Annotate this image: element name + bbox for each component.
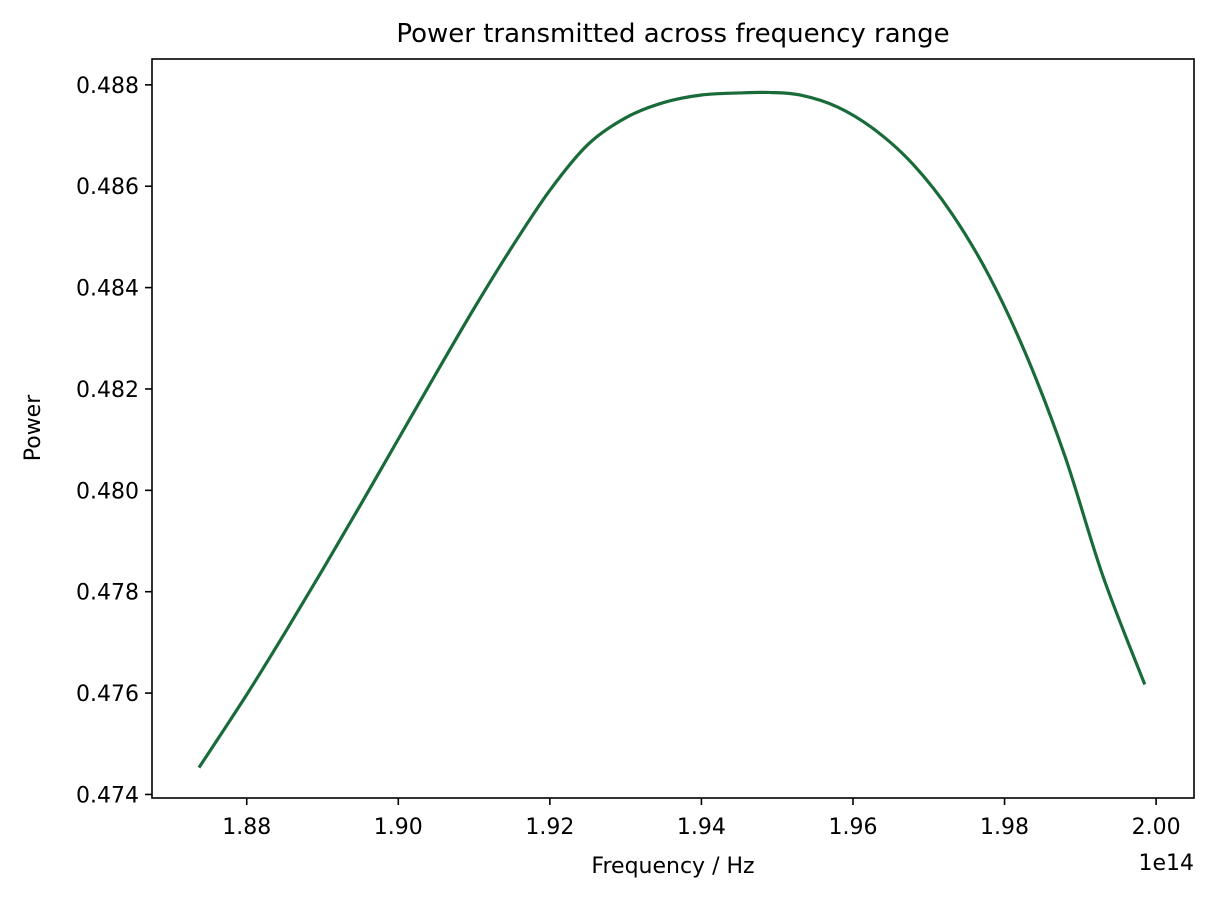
y-tick-label: 0.482	[76, 378, 139, 403]
y-tick-label: 0.488	[76, 74, 139, 99]
series-layer	[197, 90, 1147, 769]
x-tick-label: 1.96	[828, 815, 877, 840]
chart-title: Power transmitted across frequency range	[396, 19, 949, 49]
x-tick-label: 1.90	[374, 815, 423, 840]
series-line-0	[197, 90, 1147, 769]
y-axis-title: Power	[21, 394, 46, 461]
y-tick-label: 0.486	[76, 175, 139, 200]
x-tick-label: 1.92	[525, 815, 574, 840]
y-tick-label: 0.484	[76, 277, 139, 302]
y-tick-label: 0.476	[76, 682, 139, 707]
ticks-layer: 1.88 1.90 1.92 1.94 1.96 1.98 2.00 0.474 0.476 0.…	[76, 74, 1181, 840]
y-tick-label: 0.480	[76, 479, 139, 504]
x-tick-label: 2.00	[1132, 815, 1181, 840]
y-tick-label: 0.474	[76, 783, 139, 808]
y-tick-label: 0.478	[76, 581, 139, 606]
x-tick-label: 1.88	[222, 815, 271, 840]
x-axis-title: Frequency / Hz	[591, 854, 754, 879]
x-tick-label: 1.98	[980, 815, 1029, 840]
x-tick-label: 1.94	[677, 815, 726, 840]
x-axis-offset-label: 1e14	[1138, 851, 1194, 876]
plot-frame	[151, 58, 1195, 799]
